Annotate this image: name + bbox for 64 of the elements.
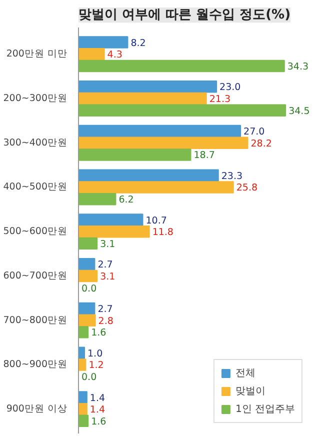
bar xyxy=(78,391,88,404)
bar xyxy=(78,258,96,270)
chart-title: 맞벌이 여부에 따른 월수입 정도(%) xyxy=(78,8,291,22)
bar xyxy=(78,104,286,116)
data-label: 2.7 xyxy=(98,260,113,271)
bar xyxy=(78,36,128,48)
bar xyxy=(78,358,86,371)
bar xyxy=(78,80,218,93)
bar xyxy=(78,92,207,105)
data-label: 2.7 xyxy=(98,304,113,316)
y-tick-label: 200만원 미만 xyxy=(6,48,68,60)
y-tick-label: 900만원 이상 xyxy=(6,404,68,415)
bar xyxy=(78,270,98,282)
data-label: 1.4 xyxy=(90,392,106,404)
data-label: 3.1 xyxy=(100,238,116,250)
data-label: 1.0 xyxy=(88,348,103,360)
data-label: 10.7 xyxy=(146,215,167,226)
data-label: 4.3 xyxy=(107,50,122,61)
bar xyxy=(78,136,248,149)
y-tick-label: 200~300만원 xyxy=(3,92,68,104)
bar xyxy=(78,48,105,60)
bar xyxy=(78,192,116,206)
data-label: 25.8 xyxy=(236,182,258,194)
data-label: 8.2 xyxy=(130,38,146,49)
data-label: 6.2 xyxy=(118,194,134,206)
y-tick-label: 300~400만원 xyxy=(3,137,68,148)
data-label: 1.6 xyxy=(91,328,106,339)
y-tick-label: 800~900만원 xyxy=(3,359,68,370)
data-label: 28.2 xyxy=(250,138,272,150)
data-label: 3.1 xyxy=(100,271,116,282)
data-label: 2.8 xyxy=(98,316,114,327)
data-label: 34.5 xyxy=(288,106,310,117)
bar xyxy=(78,181,234,194)
bar xyxy=(78,148,192,161)
legend-label: 맞벌이 xyxy=(235,385,266,398)
bar xyxy=(78,124,242,138)
y-tick-label: 500~600만원 xyxy=(3,226,68,238)
data-label: 1.2 xyxy=(88,360,104,372)
y-tick-label: 700~800만원 xyxy=(3,314,68,326)
bar xyxy=(78,237,98,250)
bar xyxy=(78,402,88,416)
legend-label: 1인 전업주부 xyxy=(235,403,295,416)
y-tick-label: 400~500만원 xyxy=(3,182,68,193)
data-label: 1.6 xyxy=(91,416,106,428)
legend-label: 전체 xyxy=(235,367,256,380)
y-tick-label: 600~700만원 xyxy=(3,270,68,282)
data-label: 23.0 xyxy=(220,82,241,94)
data-label: 21.3 xyxy=(209,94,231,105)
bar xyxy=(78,414,89,428)
bar xyxy=(78,326,89,338)
bar xyxy=(78,60,285,72)
data-label: 27.0 xyxy=(244,126,265,138)
data-label: 34.3 xyxy=(287,61,309,72)
data-label: 1.4 xyxy=(90,404,106,416)
bar xyxy=(78,214,144,226)
bar xyxy=(78,302,96,315)
data-label: 18.7 xyxy=(194,150,215,162)
bar xyxy=(78,314,96,326)
data-label: 11.8 xyxy=(152,227,174,238)
bar xyxy=(78,225,150,238)
data-label: 0.0 xyxy=(82,372,97,384)
data-label: 23.3 xyxy=(221,170,243,182)
data-label: 0.0 xyxy=(82,283,97,294)
bar xyxy=(78,169,219,182)
